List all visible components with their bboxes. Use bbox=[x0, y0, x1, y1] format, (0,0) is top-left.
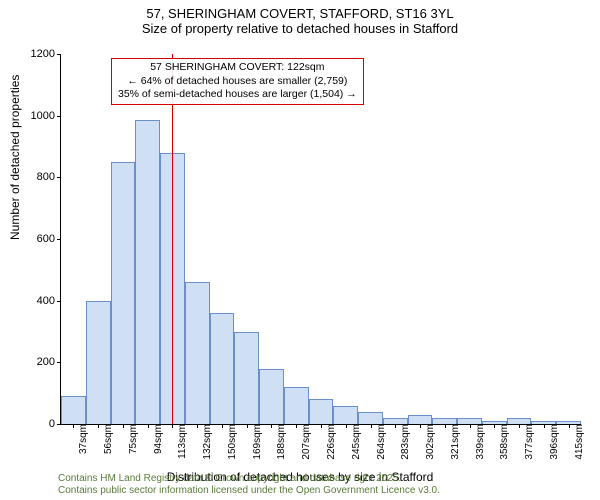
histogram-bar bbox=[358, 412, 383, 424]
footer-line-2: Contains public sector information licen… bbox=[58, 485, 440, 497]
histogram-bar bbox=[284, 387, 309, 424]
x-tick-mark bbox=[470, 424, 471, 428]
footer-attribution: Contains HM Land Registry data © Crown c… bbox=[58, 473, 440, 497]
x-tick-label: 321sqm bbox=[448, 424, 461, 460]
x-tick-mark bbox=[247, 424, 248, 428]
histogram-bar bbox=[135, 120, 160, 424]
x-tick-mark bbox=[544, 424, 545, 428]
x-tick-label: 283sqm bbox=[398, 424, 411, 460]
x-tick-mark bbox=[123, 424, 124, 428]
x-tick-label: 132sqm bbox=[200, 424, 213, 460]
x-tick-mark bbox=[420, 424, 421, 428]
y-tick-mark bbox=[57, 424, 61, 425]
histogram-bar bbox=[333, 406, 358, 425]
y-tick-mark bbox=[57, 177, 61, 178]
callout-line: 35% of semi-detached houses are larger (… bbox=[118, 88, 357, 102]
x-tick-mark bbox=[271, 424, 272, 428]
reference-line bbox=[172, 54, 173, 424]
x-tick-label: 245sqm bbox=[349, 424, 362, 460]
x-tick-mark bbox=[395, 424, 396, 428]
x-tick-mark bbox=[296, 424, 297, 428]
x-tick-label: 415sqm bbox=[572, 424, 585, 460]
x-tick-label: 188sqm bbox=[274, 424, 287, 460]
x-tick-label: 339sqm bbox=[473, 424, 486, 460]
y-tick-mark bbox=[57, 362, 61, 363]
plot-box: 02004006008001000120037sqm56sqm75sqm94sq… bbox=[60, 54, 581, 425]
callout-box: 57 SHERINGHAM COVERT: 122sqm← 64% of det… bbox=[111, 58, 364, 105]
callout-line: ← 64% of detached houses are smaller (2,… bbox=[118, 75, 357, 89]
x-tick-mark bbox=[148, 424, 149, 428]
histogram-bar bbox=[309, 399, 334, 424]
histogram-bar bbox=[408, 415, 433, 424]
x-tick-label: 169sqm bbox=[250, 424, 263, 460]
x-tick-label: 113sqm bbox=[175, 424, 188, 459]
x-tick-label: 94sqm bbox=[151, 424, 164, 454]
footer-line-1: Contains HM Land Registry data © Crown c… bbox=[58, 473, 440, 485]
x-tick-label: 226sqm bbox=[324, 424, 337, 460]
x-tick-mark bbox=[321, 424, 322, 428]
x-tick-mark bbox=[519, 424, 520, 428]
y-tick-mark bbox=[57, 54, 61, 55]
chart-plot-area: 02004006008001000120037sqm56sqm75sqm94sq… bbox=[60, 54, 580, 424]
x-tick-mark bbox=[98, 424, 99, 428]
y-tick-mark bbox=[57, 239, 61, 240]
x-tick-mark bbox=[371, 424, 372, 428]
x-tick-mark bbox=[172, 424, 173, 428]
x-tick-mark bbox=[445, 424, 446, 428]
x-tick-mark bbox=[222, 424, 223, 428]
histogram-bar bbox=[111, 162, 136, 424]
x-tick-mark bbox=[494, 424, 495, 428]
title-line-1: 57, SHERINGHAM COVERT, STAFFORD, ST16 3Y… bbox=[0, 6, 600, 21]
x-tick-label: 358sqm bbox=[497, 424, 510, 460]
x-tick-mark bbox=[73, 424, 74, 428]
y-tick-mark bbox=[57, 301, 61, 302]
histogram-bar bbox=[61, 396, 86, 424]
y-tick-mark bbox=[57, 116, 61, 117]
x-tick-mark bbox=[346, 424, 347, 428]
x-tick-label: 75sqm bbox=[126, 424, 139, 454]
x-tick-label: 377sqm bbox=[522, 424, 535, 460]
x-tick-mark bbox=[569, 424, 570, 428]
x-tick-mark bbox=[197, 424, 198, 428]
x-tick-label: 396sqm bbox=[547, 424, 560, 460]
histogram-bar bbox=[259, 369, 284, 425]
x-tick-label: 150sqm bbox=[225, 424, 238, 460]
x-tick-label: 37sqm bbox=[76, 424, 89, 454]
x-tick-label: 302sqm bbox=[423, 424, 436, 460]
histogram-bar bbox=[234, 332, 259, 425]
callout-line: 57 SHERINGHAM COVERT: 122sqm bbox=[118, 61, 357, 75]
x-tick-label: 56sqm bbox=[101, 424, 114, 454]
histogram-bar bbox=[185, 282, 210, 424]
y-axis-label: Number of detached properties bbox=[8, 75, 22, 240]
title-line-2: Size of property relative to detached ho… bbox=[0, 21, 600, 36]
histogram-bar bbox=[86, 301, 111, 424]
x-tick-label: 207sqm bbox=[299, 424, 312, 460]
x-tick-label: 264sqm bbox=[374, 424, 387, 460]
chart-title: 57, SHERINGHAM COVERT, STAFFORD, ST16 3Y… bbox=[0, 0, 600, 36]
histogram-bar bbox=[210, 313, 235, 424]
